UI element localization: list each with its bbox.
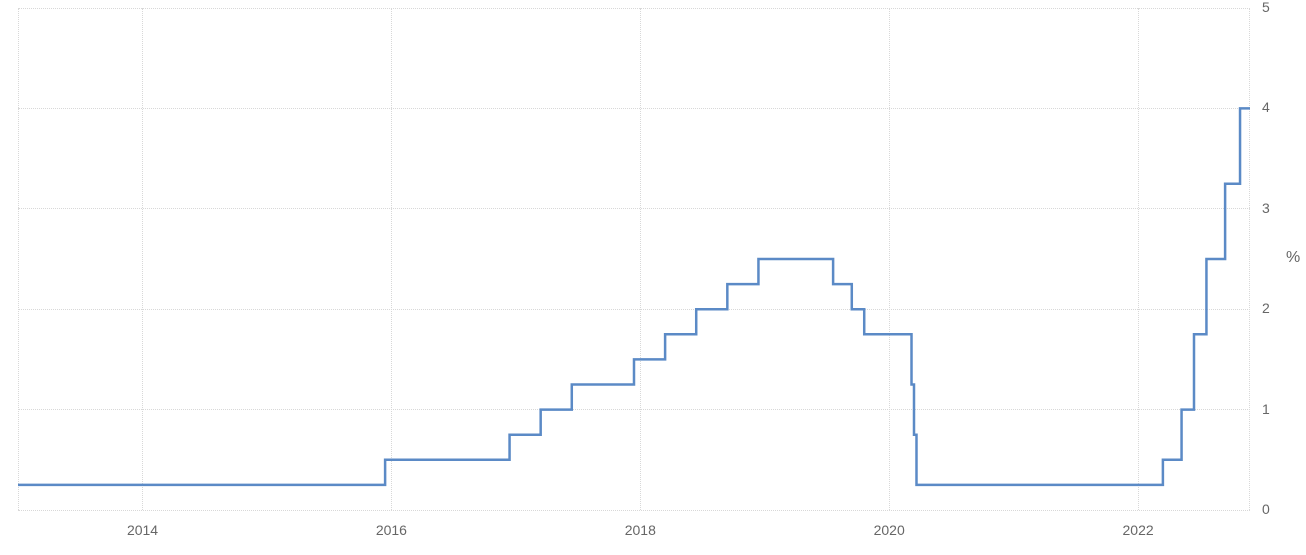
y-axis-title: % (1286, 249, 1300, 267)
y-tick-label: 0 (1262, 501, 1270, 517)
y-tick-label: 3 (1262, 200, 1270, 216)
y-tick-label: 1 (1262, 401, 1270, 417)
x-tick-label: 2018 (625, 522, 656, 538)
interest-rate-chart: % 0 1 2 3 4 5 2014 2016 2018 2020 2022 (0, 0, 1306, 555)
series-line (18, 8, 1250, 510)
x-tick-label: 2022 (1123, 522, 1154, 538)
plot-area (18, 8, 1250, 510)
y-tick-label: 4 (1262, 99, 1270, 115)
x-tick-label: 2014 (127, 522, 158, 538)
x-tick-label: 2020 (874, 522, 905, 538)
y-tick-label: 2 (1262, 300, 1270, 316)
y-tick-label: 5 (1262, 0, 1270, 15)
x-tick-label: 2016 (376, 522, 407, 538)
